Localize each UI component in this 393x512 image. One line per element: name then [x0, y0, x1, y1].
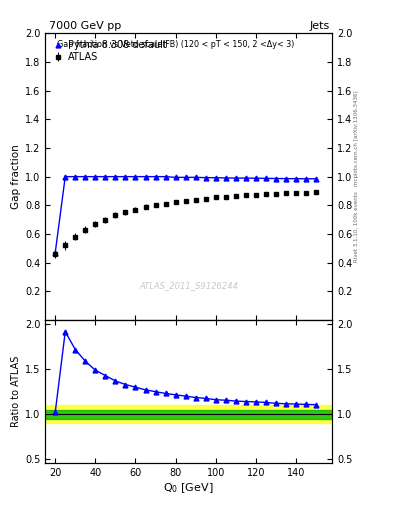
Text: ATLAS_2011_S9126244: ATLAS_2011_S9126244 — [139, 281, 238, 290]
Pythia 8.308 default — [284, 176, 288, 182]
Pythia 8.308 default — [153, 174, 158, 180]
Pythia 8.308 default — [274, 176, 278, 182]
Pythia 8.308 default — [143, 174, 148, 180]
Pythia 8.308 default — [203, 175, 208, 181]
Pythia 8.308 default — [53, 249, 58, 255]
Pythia 8.308 default — [314, 176, 318, 182]
Pythia 8.308 default — [213, 175, 218, 181]
Pythia 8.308 default — [93, 174, 98, 180]
Pythia 8.308 default — [264, 175, 268, 181]
Pythia 8.308 default — [243, 175, 248, 181]
Text: 7000 GeV pp: 7000 GeV pp — [49, 20, 121, 31]
Pythia 8.308 default — [173, 174, 178, 180]
Pythia 8.308 default — [253, 175, 258, 181]
Pythia 8.308 default — [123, 174, 128, 180]
Y-axis label: Ratio to ATLAS: Ratio to ATLAS — [11, 356, 21, 428]
Pythia 8.308 default — [133, 174, 138, 180]
Text: Gap fraction vs Veto scale(FB) (120 < pT < 150, 2 <Δy< 3): Gap fraction vs Veto scale(FB) (120 < pT… — [57, 40, 294, 50]
Pythia 8.308 default — [63, 174, 68, 180]
Pythia 8.308 default — [113, 174, 118, 180]
Text: Jets: Jets — [310, 20, 330, 31]
X-axis label: Q$_0$ [GeV]: Q$_0$ [GeV] — [163, 481, 214, 495]
Pythia 8.308 default — [163, 174, 168, 180]
Y-axis label: Gap fraction: Gap fraction — [11, 144, 21, 209]
Pythia 8.308 default — [193, 174, 198, 180]
Pythia 8.308 default — [233, 175, 238, 181]
Pythia 8.308 default — [83, 174, 88, 180]
Pythia 8.308 default — [183, 174, 188, 180]
Pythia 8.308 default — [103, 174, 108, 180]
Y-axis label: Rivet 3.1.10, 100k events   mcplots.cern.ch [arXiv:1306.3436]: Rivet 3.1.10, 100k events mcplots.cern.c… — [354, 91, 359, 263]
Line: Pythia 8.308 default: Pythia 8.308 default — [53, 174, 318, 255]
Pythia 8.308 default — [304, 176, 309, 182]
Legend: Pythia 8.308 default, ATLAS: Pythia 8.308 default, ATLAS — [50, 38, 168, 64]
Pythia 8.308 default — [294, 176, 298, 182]
Pythia 8.308 default — [73, 174, 78, 180]
Pythia 8.308 default — [223, 175, 228, 181]
